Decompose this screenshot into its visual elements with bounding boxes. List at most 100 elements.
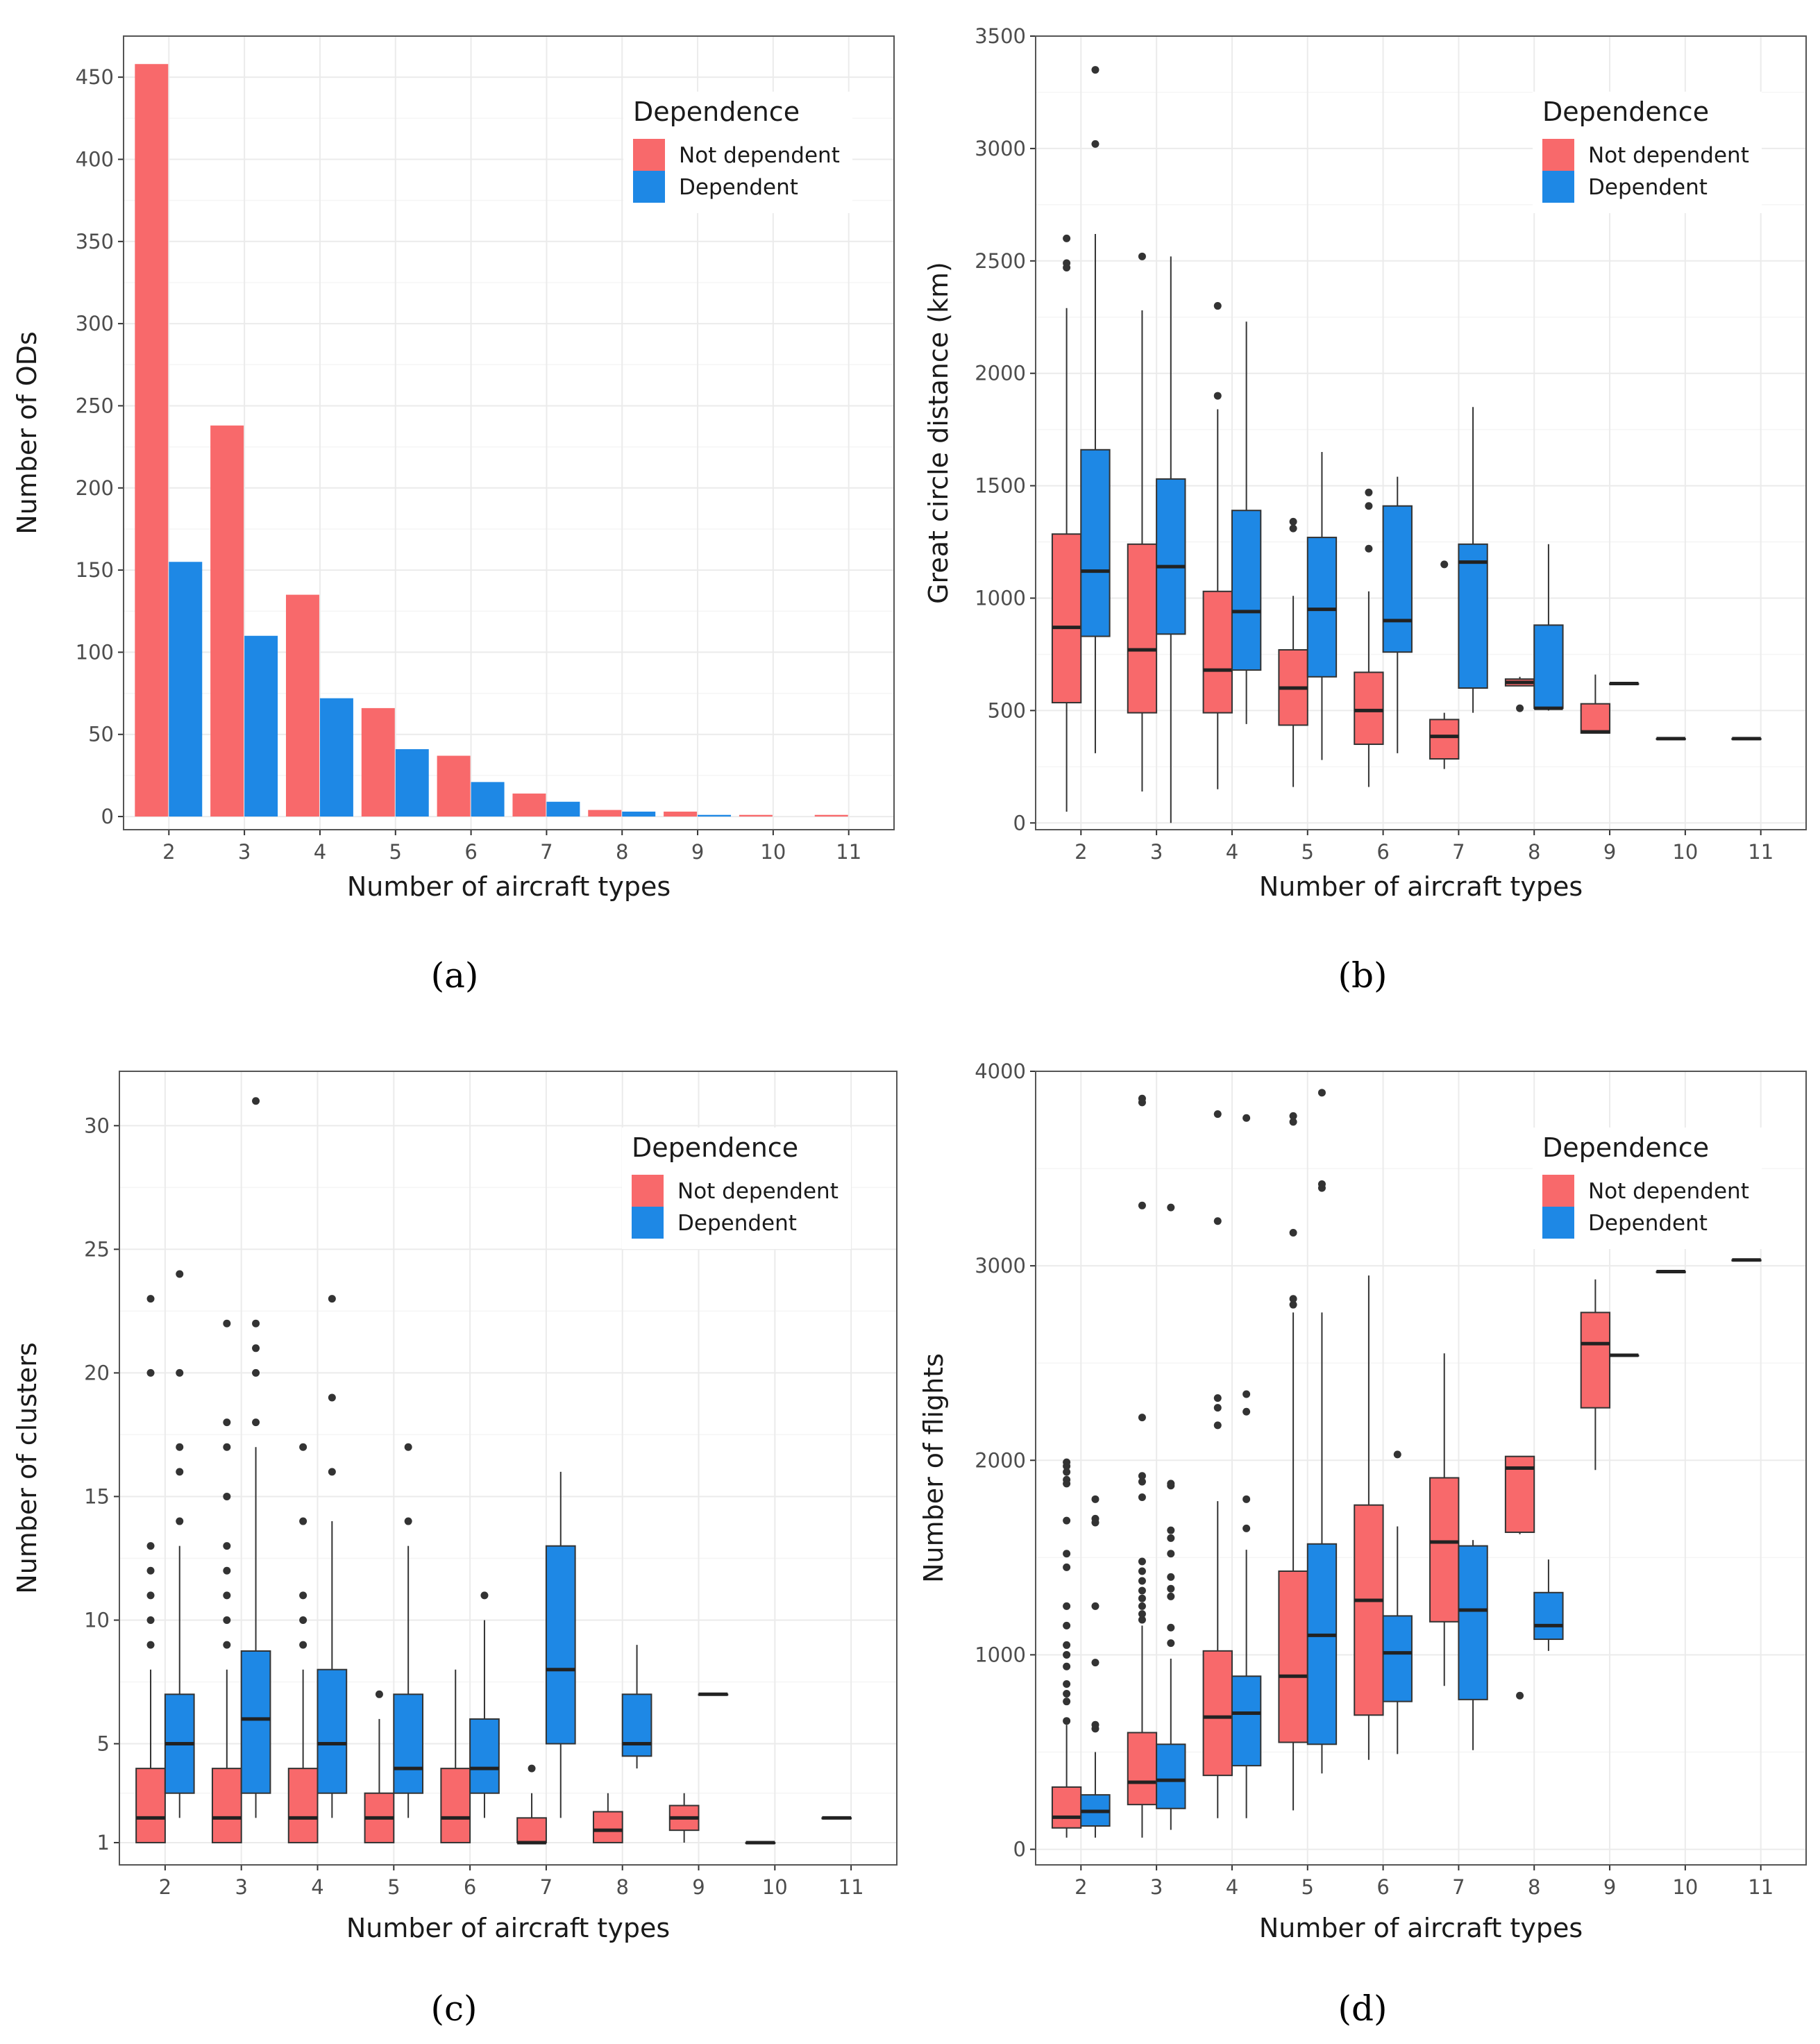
outlier-point	[252, 1344, 260, 1352]
x-tick-label: 10	[1672, 840, 1698, 864]
y-tick-label: 350	[76, 230, 114, 253]
outlier-point	[1167, 1623, 1175, 1632]
legend-label: Not dependent	[1588, 1179, 1749, 1204]
panel-border	[1035, 35, 1807, 830]
y-tick-label: 400	[76, 147, 114, 171]
x-tick-label: 4	[1226, 840, 1238, 864]
outlier-point	[299, 1641, 307, 1649]
x-tick-label: 8	[616, 1875, 628, 1899]
outlier-point	[1289, 1229, 1297, 1237]
outlier-point	[1063, 1662, 1071, 1670]
outlier-point	[146, 1641, 155, 1649]
legend-label: Not dependent	[679, 143, 840, 168]
box-not-dependent-9	[1580, 1279, 1611, 1471]
y-tick-label: 2000	[975, 362, 1026, 385]
outlier-point	[1063, 1641, 1071, 1649]
y-tick-label: 1000	[975, 1643, 1026, 1666]
box-dependent-4	[317, 1295, 348, 1818]
box-not-dependent-5	[1278, 1112, 1308, 1811]
x-tick-label: 2	[1075, 1875, 1087, 1899]
box-body	[1382, 505, 1413, 653]
box-body	[1156, 1743, 1186, 1809]
box-not-dependent-3	[1127, 252, 1158, 791]
outlier-point	[176, 1443, 184, 1451]
outlier-point	[480, 1591, 489, 1600]
outlier-point	[1167, 1550, 1175, 1558]
bar-dependent-5	[395, 749, 429, 817]
outlier-point	[1289, 1300, 1297, 1309]
outlier-point	[1091, 140, 1099, 148]
box-body	[1580, 703, 1611, 734]
y-tick-label: 0	[101, 805, 114, 828]
x-tick-label: 7	[540, 1875, 553, 1899]
y-tick-label: 100	[76, 640, 114, 664]
outlier-point	[1091, 1514, 1099, 1523]
outlier-point	[1063, 1679, 1071, 1688]
outlier-point	[1242, 1524, 1251, 1532]
outlier-point	[223, 1418, 231, 1427]
bar-not-dependent-4	[285, 594, 319, 817]
panel-border	[1035, 1071, 1807, 1866]
y-tick-label: 450	[76, 65, 114, 89]
outlier-point	[299, 1443, 307, 1451]
outlier-point	[176, 1517, 184, 1525]
y-tick-label: 0	[1013, 811, 1026, 835]
legend-title: Dependence	[1542, 97, 1709, 127]
outlier-point	[1063, 1698, 1071, 1706]
outlier-point	[1063, 1602, 1071, 1610]
y-tick-label: 15	[84, 1484, 110, 1508]
outlier-point	[1138, 1477, 1146, 1486]
x-tick-label: 6	[464, 1875, 476, 1899]
outlier-point	[1213, 1394, 1222, 1402]
outlier-point	[404, 1517, 412, 1525]
outlier-point	[252, 1418, 260, 1427]
box-dependent-9	[1609, 1353, 1640, 1357]
y-tick-label: 5	[97, 1732, 110, 1756]
bar-dependent-6	[471, 782, 505, 817]
box-not-dependent-5	[1278, 517, 1308, 787]
box-body	[1306, 1543, 1338, 1745]
outlier-point	[1091, 1659, 1099, 1667]
bar-dependent-7	[546, 801, 580, 817]
outlier-point	[176, 1468, 184, 1476]
box-body	[516, 1817, 547, 1843]
panel-border	[119, 1071, 898, 1866]
bar-not-dependent-10	[739, 814, 773, 817]
outlier-point	[1063, 1621, 1071, 1630]
legend-label: Dependent	[677, 1211, 797, 1236]
box-body	[1231, 510, 1262, 671]
bar-not-dependent-9	[664, 811, 698, 817]
outlier-point	[146, 1542, 155, 1550]
outlier-point	[328, 1468, 336, 1476]
y-tick-label: 3000	[975, 1254, 1026, 1278]
bar-not-dependent-11	[814, 814, 848, 817]
outlier-point	[1213, 1110, 1222, 1119]
outlier-point	[146, 1566, 155, 1575]
box-body	[1354, 671, 1384, 745]
x-tick-label: 3	[238, 840, 251, 864]
x-tick-label: 4	[314, 840, 326, 864]
outlier-point	[146, 1616, 155, 1624]
box-dependent-3	[1156, 256, 1186, 823]
box-dependent-5	[393, 1443, 424, 1818]
legend-key-dependent	[632, 1207, 664, 1239]
y-axis-title: Number of flights	[918, 1353, 949, 1583]
y-tick-label: 500	[988, 698, 1026, 722]
box-body	[287, 1768, 319, 1843]
x-tick-label: 9	[1603, 1875, 1616, 1899]
outlier-point	[1063, 1563, 1071, 1571]
x-tick-label: 11	[836, 840, 861, 864]
outlier-point	[1091, 1602, 1099, 1610]
y-tick-label: 1000	[975, 586, 1026, 610]
x-tick-label: 6	[1376, 840, 1389, 864]
legend: Dependence Not dependent Dependent	[1533, 1128, 1762, 1249]
x-tick-label: 5	[389, 840, 402, 864]
outlier-point	[1167, 1584, 1175, 1593]
box-dependent-9	[698, 1692, 729, 1696]
legend: Dependence Not dependent Dependent	[1533, 92, 1762, 213]
box-not-dependent-5	[364, 1690, 395, 1843]
box-body	[211, 1768, 242, 1843]
outlier-point	[1317, 1180, 1326, 1188]
outlier-point	[1138, 252, 1146, 260]
